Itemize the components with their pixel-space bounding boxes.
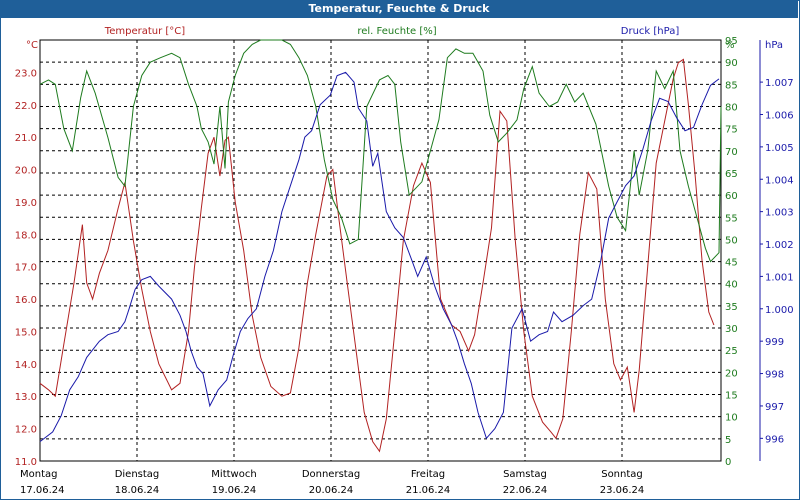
temperature-tick-label: 22.0 [15, 101, 37, 112]
x-day-label: Mittwoch [211, 469, 256, 480]
humidity-tick-label: 65 [725, 169, 738, 180]
humidity-axis-label: rel. Feuchte [%] [357, 26, 436, 37]
humidity-tick-label: 0 [725, 457, 731, 468]
x-date-label: 22.06.24 [503, 485, 548, 496]
x-date-label: 17.06.24 [20, 485, 65, 496]
humidity-tick-label: 50 [725, 235, 738, 246]
humidity-tick-label: 90 [725, 58, 738, 69]
humidity-tick-label: 80 [725, 102, 738, 113]
x-axis-labels: Montag 17.06.24 Dienstag 18.06.24 Mittwoch 19… [20, 469, 644, 496]
humidity-tick-label: 5 [725, 435, 731, 446]
humidity-ticks: 0 5 10 15 20 25 30 35 40 45 50 55 60 65 70 75 80 85 90 95 [725, 36, 738, 468]
x-date-label: 18.06.24 [115, 485, 160, 496]
humidity-tick-label: 25 [725, 346, 738, 357]
pressure-tick-label: 996 [765, 434, 784, 445]
humidity-tick-label: 70 [725, 147, 738, 158]
temperature-tick-label: 19.0 [15, 198, 37, 209]
pressure-axis-label: Druck [hPa] [621, 26, 680, 37]
x-date-label: 21.06.24 [406, 485, 451, 496]
x-day-label: Freitag [411, 469, 445, 480]
pressure-tick-label: 1.004 [765, 175, 794, 186]
pressure-tick-label: 1.000 [765, 305, 794, 316]
x-date-label: 20.06.24 [309, 485, 354, 496]
grid-lines [40, 40, 721, 461]
pressure-ticks: 996 997 998 999 1.000 1.001 1.002 1.003 1.004 1.0… [760, 78, 794, 445]
temperature-ticks: 11.0 12.0 13.0 14.0 15.0 16.0 17.0 18.0 19.0 20.0… [15, 68, 37, 468]
x-day-label: Samstag [503, 469, 547, 480]
pressure-series-line [39, 71, 720, 442]
temperature-tick-label: 21.0 [15, 133, 37, 144]
temperature-tick-label: 14.0 [15, 360, 37, 371]
plot-area-border [39, 39, 722, 462]
humidity-unit-label: % [725, 40, 735, 51]
pressure-tick-label: 997 [765, 402, 784, 413]
humidity-tick-label: 40 [725, 280, 738, 291]
pressure-tick-label: 1.001 [765, 272, 794, 283]
x-day-label: Donnerstag [302, 469, 360, 480]
humidity-tick-label: 15 [725, 391, 738, 402]
x-day-label: Dienstag [115, 469, 160, 480]
humidity-tick-label: 10 [725, 413, 738, 424]
pressure-unit-label: hPa [765, 40, 783, 51]
pressure-tick-label: 1.005 [765, 143, 794, 154]
pressure-tick-label: 999 [765, 337, 784, 348]
temperature-tick-label: 23.0 [15, 68, 37, 79]
humidity-tick-label: 20 [725, 368, 738, 379]
pressure-tick-label: 1.006 [765, 110, 794, 121]
humidity-tick-label: 85 [725, 80, 738, 91]
humidity-tick-label: 35 [725, 302, 738, 313]
humidity-tick-label: 45 [725, 258, 738, 269]
pressure-tick-label: 1.003 [765, 208, 794, 219]
temperature-tick-label: 16.0 [15, 295, 37, 306]
humidity-series-line [39, 39, 722, 263]
humidity-tick-label: 30 [725, 324, 738, 335]
temperature-tick-label: 15.0 [15, 327, 37, 338]
temperature-axis-label: Temperatur [°C] [104, 26, 185, 37]
temperature-tick-label: 11.0 [15, 457, 37, 468]
series-lines [39, 39, 722, 453]
pressure-tick-label: 1.007 [765, 78, 794, 89]
pressure-tick-label: 998 [765, 370, 784, 381]
x-day-label: Sonntag [601, 469, 643, 480]
humidity-tick-label: 95 [725, 36, 738, 47]
humidity-tick-label: 60 [725, 191, 738, 202]
humidity-tick-label: 75 [725, 125, 738, 136]
humidity-tick-label: 55 [725, 213, 738, 224]
temperature-series-line [39, 58, 715, 453]
temperature-tick-label: 13.0 [15, 392, 37, 403]
temperature-tick-label: 12.0 [15, 425, 37, 436]
x-day-label: Montag [20, 469, 57, 480]
pressure-tick-label: 1.002 [765, 240, 794, 251]
temperature-tick-label: 18.0 [15, 230, 37, 241]
temperature-tick-label: 17.0 [15, 263, 37, 274]
temperature-unit-label: °C [26, 40, 38, 51]
x-date-label: 19.06.24 [212, 485, 257, 496]
x-date-label: 23.06.24 [600, 485, 645, 496]
temperature-tick-label: 20.0 [15, 166, 37, 177]
chart-title: Temperatur, Feuchte & Druck [0, 0, 798, 18]
